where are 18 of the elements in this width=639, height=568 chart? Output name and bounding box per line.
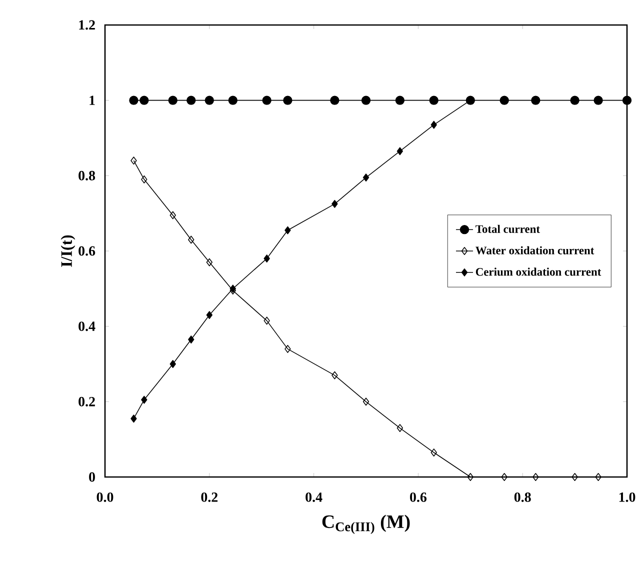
x-tick-label: 0.6 (410, 492, 427, 502)
y-tick-label: 0.6 (78, 246, 96, 256)
y-tick-label: 0.2 (78, 396, 95, 406)
x-tick-label: 0.8 (514, 492, 531, 502)
x-tick-label: 0.2 (201, 492, 218, 502)
legend-label: Cerium oxidation current (476, 268, 602, 276)
legend-label: Water oxidation current (476, 246, 594, 254)
y-tick-label: 0.4 (78, 322, 96, 332)
y-tick-label: 1.2 (79, 20, 95, 30)
x-tick-label: 0.0 (96, 492, 114, 502)
legend-label: Total current (476, 224, 540, 233)
x-axis-title: C$_{Ce(III)}$ (M) (322, 514, 410, 534)
x-tick-label: 0.4 (306, 492, 322, 502)
y-axis-title: I/I(t) (60, 235, 76, 267)
y-tick-label: 1 (90, 96, 95, 105)
x-tick-label: 1.0 (619, 492, 636, 502)
y-tick-label: 0.8 (78, 170, 96, 180)
y-tick-label: 0 (89, 472, 95, 482)
